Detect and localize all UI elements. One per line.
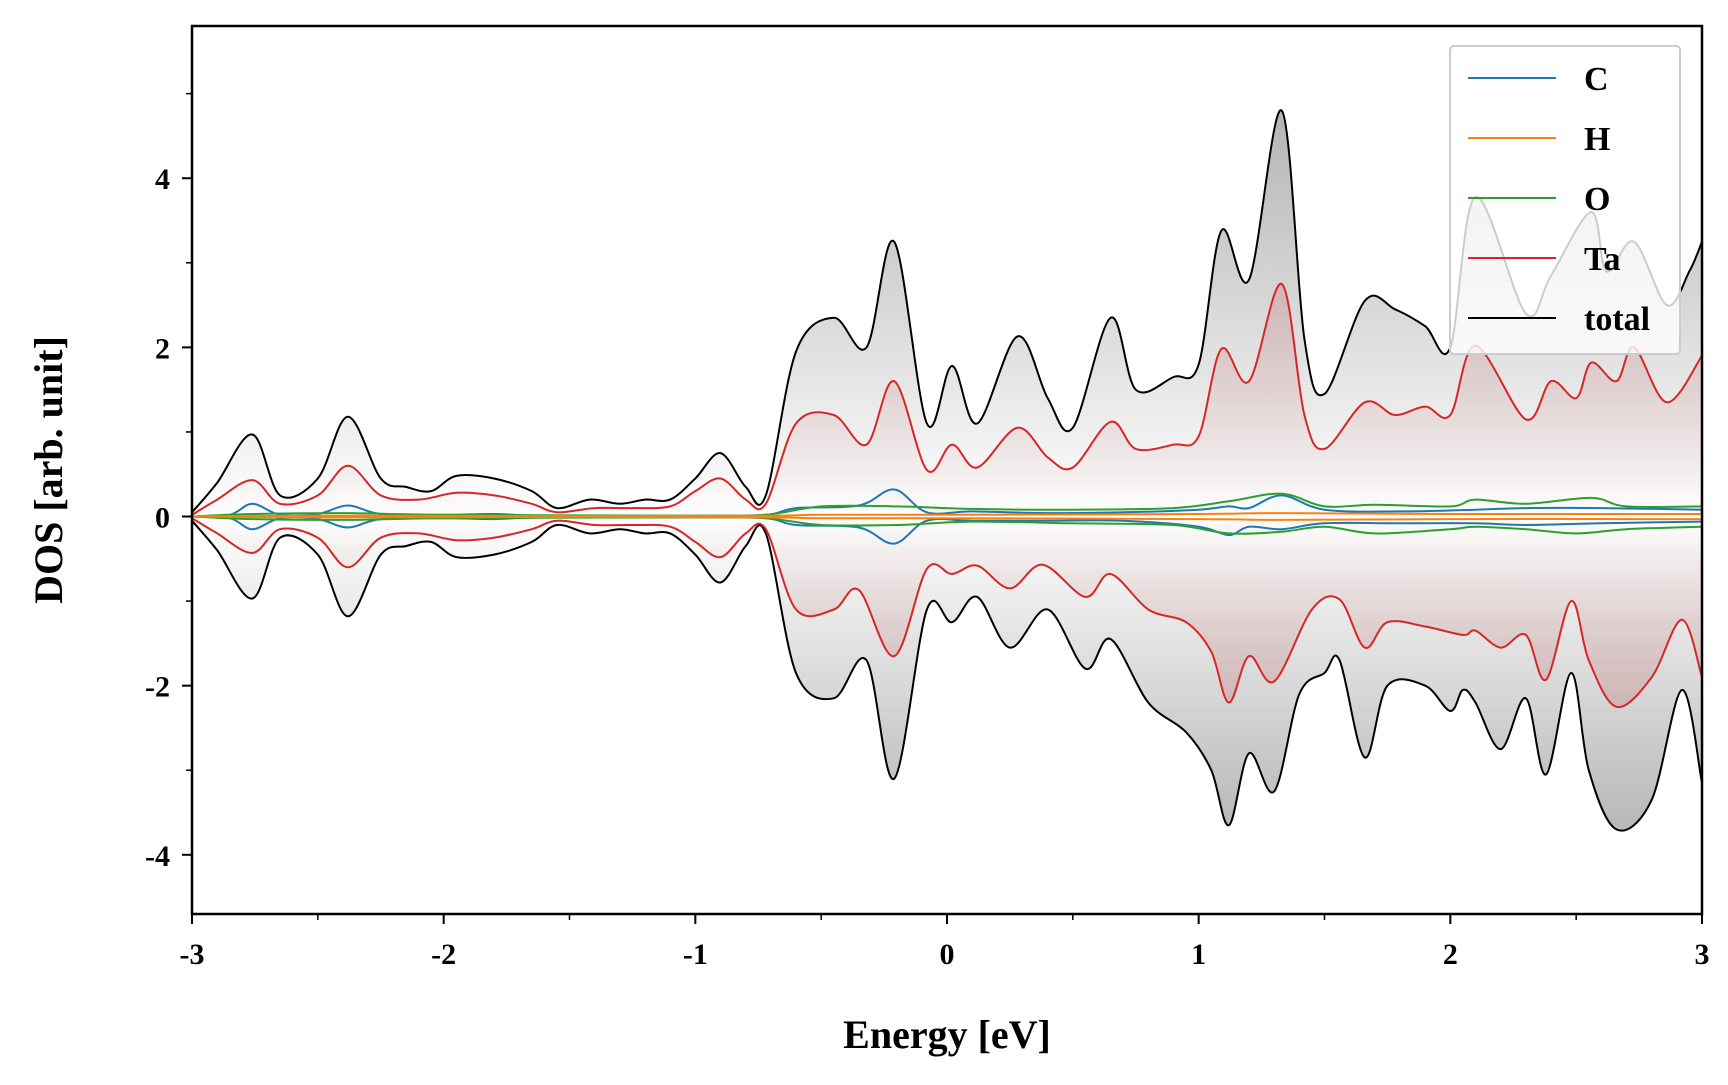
y-axis-title: DOS [arb. unit] [26,336,71,604]
x-tick-label: 1 [1191,938,1206,971]
series-total-spin-down [191,520,1703,832]
legend-box [1449,45,1681,355]
fill-o-down [192,516,1702,534]
series-c-spin-down [191,515,1703,545]
y-tick-label: 4 [155,163,170,196]
series-ta-spin-down [191,517,1703,708]
y-tick-label: 0 [155,502,170,535]
fill-ta-down [192,516,1702,708]
x-tick-label: -1 [683,938,708,971]
legend-label-h: H [1584,121,1610,158]
legend-label-ta: Ta [1584,241,1621,278]
legend-label-c: C [1584,61,1609,98]
y-tick-label: 2 [155,332,170,365]
axis-ticks: -3 -2 -1 0 1 2 3 -4 -2 0 2 4 [145,92,1710,971]
legend: CHO Ta total [1449,45,1681,355]
fill-o-up [192,493,1702,517]
x-tick-label: -2 [431,938,456,971]
x-tick-label: 2 [1443,938,1458,971]
series-h-spin-up [191,512,1703,518]
y-tick-label: -2 [145,671,170,704]
series-c-spin-up [191,488,1703,518]
fill-ta-up [192,283,1702,517]
series-h-spin-down [191,515,1703,521]
x-axis-title: Energy [eV] [843,1012,1051,1057]
x-tick-label: 3 [1695,938,1710,971]
legend-label-total: total [1584,301,1650,338]
y-tick-label: -4 [145,840,170,873]
x-tick-label: -3 [180,938,205,971]
legend-label-o: O [1584,181,1610,218]
fill-total-up [192,110,1702,517]
x-tick-label: 0 [940,938,955,971]
